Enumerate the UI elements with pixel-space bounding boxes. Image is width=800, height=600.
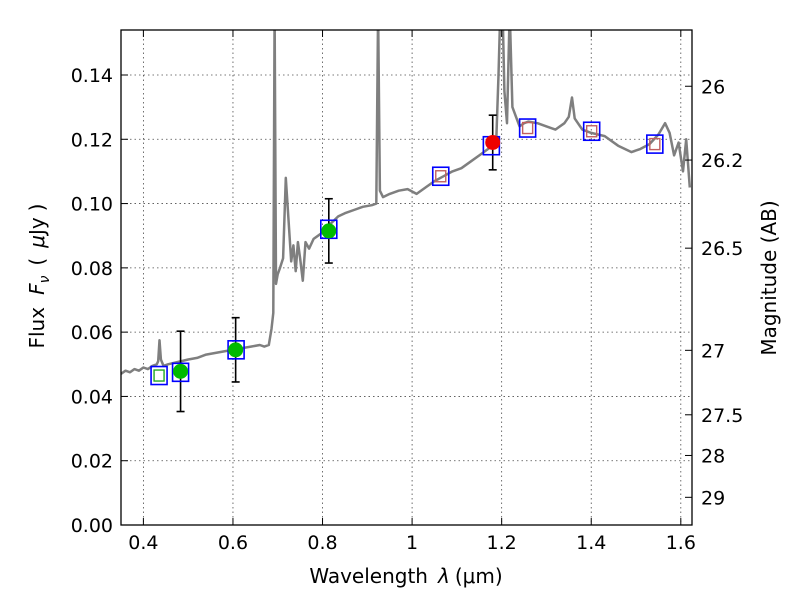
- y-tick-label: 0.04: [71, 386, 113, 408]
- y2-axis-label: Magnitude (AB): [757, 200, 781, 355]
- model-photometry-box: [227, 340, 245, 360]
- plot-frame: [120, 29, 693, 526]
- y-tick-label: 0.06: [71, 322, 113, 344]
- mag-tick-label: 26: [701, 76, 725, 98]
- model-photometry-box: [582, 121, 601, 142]
- model-photometry-inner-red: [585, 125, 598, 138]
- model-photometry-box: [646, 134, 664, 154]
- x-tick-label: 1.2: [487, 532, 517, 554]
- y-tick-label: 0.12: [71, 129, 113, 151]
- x-tick-label: 1: [406, 532, 418, 554]
- x-tick-label: 1.4: [576, 532, 606, 554]
- model-photometry-inner-red: [649, 137, 661, 151]
- y-tick-label: 0.10: [71, 194, 113, 216]
- x-tick-label: 0.4: [128, 532, 158, 554]
- model-photometry-box: [431, 166, 450, 187]
- model-photometry-inner-red: [521, 121, 534, 135]
- mag-tick-label: 27: [701, 340, 725, 362]
- mag-tick-label: 27.5: [701, 405, 743, 427]
- mag-tick-label: 28: [701, 445, 725, 467]
- observed-flux-point: [485, 135, 501, 150]
- x-axis-label-unit: (μm): [455, 564, 503, 588]
- mag-tick-label: 26.5: [701, 238, 743, 260]
- y-axis-label: Flux Fν ( μJy): [25, 203, 53, 348]
- model-photometry-inner-red: [435, 170, 447, 183]
- x-axis-label-text: Wavelength: [309, 564, 428, 588]
- model-photometry-inner-green: [153, 369, 165, 382]
- y-axis-label-symbol: F: [25, 283, 49, 295]
- grid-layer: [121, 30, 692, 526]
- x-axis-label: Wavelength λ (μm): [309, 564, 502, 588]
- model-photometry-box: [150, 365, 168, 386]
- x-tick-label: 0.6: [218, 532, 248, 554]
- y-axis-label-sub: ν: [37, 275, 53, 283]
- model-photometry-box: [171, 362, 190, 383]
- y-axis-label-text: Flux: [25, 307, 49, 349]
- y-axis-label-unit-rest: Jy: [25, 217, 49, 237]
- x-axis-label-symbol: λ: [437, 564, 450, 588]
- mag-tick-label: 29: [701, 487, 725, 509]
- y-tick-label: 0.14: [71, 65, 113, 87]
- observed-flux-point: [173, 363, 189, 379]
- observed-flux-point: [228, 342, 244, 358]
- y-axis-label-paren-open: (: [25, 258, 49, 266]
- x-tick-label: 1.6: [666, 532, 696, 554]
- x-tick-label: 0.8: [307, 532, 337, 554]
- tick-layer: 0.4 0.6 0.8 1 1.2 1.4 1.6 0.00 0.02 0.04 0.06 0.08 0…: [71, 30, 743, 554]
- model-photometry-box: [518, 118, 537, 138]
- y-tick-label: 0.00: [71, 515, 113, 537]
- y-axis-label-unit-mu: μ: [25, 235, 49, 249]
- marker-layer: [150, 114, 664, 413]
- observed-flux-point: [321, 223, 337, 239]
- model-spectrum-line: [121, 30, 692, 375]
- y-axis-label-paren-close: ): [25, 203, 49, 211]
- y-tick-label: 0.02: [71, 451, 113, 473]
- mag-tick-label: 26.2: [701, 150, 743, 172]
- y-tick-label: 0.08: [71, 258, 113, 280]
- spectrum-layer: [121, 30, 692, 375]
